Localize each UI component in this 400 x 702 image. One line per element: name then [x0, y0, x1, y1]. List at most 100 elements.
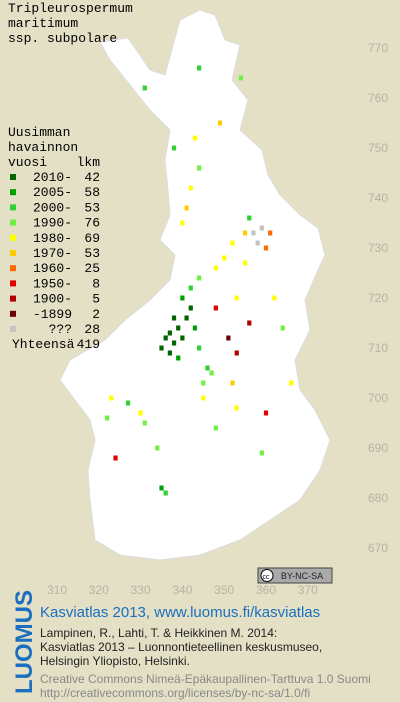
observation-square — [171, 340, 177, 346]
observation-square — [238, 75, 244, 81]
observation-square — [247, 215, 252, 221]
observation-square — [272, 295, 277, 301]
legend-count: 58 — [84, 185, 100, 200]
observation-square — [184, 205, 189, 211]
observation-square — [251, 230, 256, 236]
observation-square — [113, 455, 118, 461]
observation-square — [259, 225, 264, 231]
observation-square — [197, 65, 202, 71]
observation-square — [167, 350, 172, 356]
observation-square — [288, 380, 294, 386]
observation-square — [263, 245, 269, 251]
observation-square — [192, 325, 198, 331]
legend-label: 1960- — [33, 261, 72, 276]
observation-square — [176, 355, 181, 361]
legend-label: 2000- — [33, 200, 72, 215]
observation-square — [201, 380, 206, 386]
observation-square — [280, 325, 285, 331]
observation-square — [234, 350, 239, 356]
legend-label: 1900- — [33, 292, 72, 307]
legend-count: 25 — [84, 261, 100, 276]
cc-badge: cc BY-NC-SA — [257, 567, 333, 584]
y-tick-label: 770 — [368, 41, 388, 55]
legend-label: 2005- — [33, 185, 72, 200]
legend-swatch — [10, 204, 16, 211]
observation-square — [197, 275, 202, 281]
legend-swatch — [10, 265, 16, 272]
legend: 2010- 42 2005- 58 2000- 53 1990- 76 1980- 69 1970-… — [10, 170, 100, 337]
observation-square — [109, 395, 114, 401]
observation-square — [192, 135, 198, 141]
legend-label: 2010- — [33, 170, 72, 185]
y-tick-label: 700 — [368, 391, 388, 405]
y-tick-label: 680 — [368, 491, 388, 505]
observation-square — [197, 165, 202, 171]
observation-square — [255, 240, 260, 246]
x-tick-label: 340 — [172, 583, 192, 597]
observation-square — [159, 345, 164, 351]
y-tick-label: 670 — [368, 541, 388, 555]
observation-square — [230, 240, 235, 246]
legend-swatch — [10, 174, 16, 180]
observation-square — [230, 380, 235, 386]
legend-count: 76 — [84, 216, 100, 231]
legend-swatch — [10, 234, 16, 241]
observation-square — [159, 485, 164, 491]
observation-square — [163, 335, 168, 341]
legend-swatch — [10, 280, 16, 287]
observation-square — [226, 335, 231, 341]
title-line: Tripleurospermum — [8, 1, 133, 16]
observation-square — [188, 285, 193, 291]
observation-square — [217, 120, 223, 126]
observation-square — [142, 85, 147, 91]
observation-square — [213, 425, 218, 431]
legend-count: 28 — [84, 322, 100, 337]
x-tick-label: 330 — [131, 583, 151, 597]
legend-label: 1950- — [33, 276, 72, 291]
y-tick-label: 750 — [368, 141, 388, 155]
legend-swatch — [10, 310, 16, 317]
observation-square — [180, 335, 185, 341]
legend-column: vuosi — [8, 155, 47, 170]
legend-count: 42 — [84, 170, 100, 185]
observation-square — [213, 265, 218, 271]
license: Creative Commons Nimeä-Epäkaupallinen-Ta… — [40, 672, 371, 686]
observation-square — [209, 370, 214, 376]
legend-swatch — [10, 326, 16, 332]
observation-square — [188, 305, 193, 311]
observation-square — [138, 410, 143, 416]
legend-count: 2 — [92, 307, 100, 322]
legend-swatch — [10, 295, 16, 302]
legend-count: 53 — [84, 200, 100, 215]
legend-count: 5 — [92, 292, 100, 307]
legend-swatch — [10, 250, 16, 256]
y-tick-label: 720 — [368, 291, 388, 305]
x-tick-label: 320 — [89, 583, 109, 597]
observation-square — [268, 230, 273, 236]
finland-outline — [59, 9, 331, 561]
legend-heading: havainnon — [8, 140, 78, 155]
observation-square — [213, 305, 218, 311]
x-tick-label: 350 — [214, 583, 234, 597]
y-tick-label: 740 — [368, 191, 388, 205]
observation-square — [142, 420, 147, 426]
x-tick-label: 370 — [298, 583, 318, 597]
total-count: 419 — [77, 337, 100, 352]
observation-square — [105, 415, 110, 421]
legend-label: ??? — [49, 322, 72, 337]
legend-heading: Uusimman — [8, 125, 70, 140]
legend-label: 1990- — [33, 216, 72, 231]
observation-square — [180, 295, 185, 301]
citation: Helsingin Yliopisto, Helsinki. — [40, 654, 190, 668]
legend-label: -1899 — [33, 307, 72, 322]
y-tick-label: 710 — [368, 341, 388, 355]
title-line: ssp. subpolare — [8, 31, 117, 46]
legend-count: 8 — [92, 276, 100, 291]
observation-square — [180, 220, 185, 226]
y-tick-label: 730 — [368, 241, 388, 255]
legend-count: 53 — [84, 246, 100, 261]
citation: Kasviatlas 2013 – Luonnontieteellinen ke… — [40, 640, 322, 654]
total-label: Yhteensä — [12, 337, 75, 352]
observation-square — [247, 320, 252, 326]
observation-square — [171, 145, 177, 151]
